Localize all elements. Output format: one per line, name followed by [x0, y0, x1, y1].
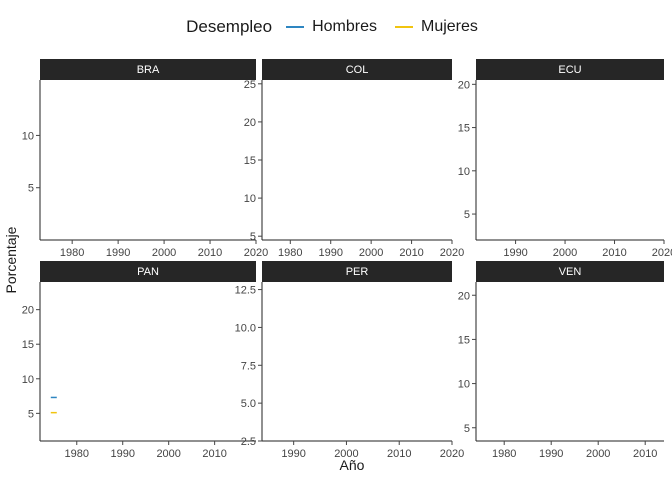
y-tick-label-ecu: 10: [458, 166, 470, 178]
y-tick-label-ven: 20: [458, 290, 470, 302]
legend-item-mujeres: Mujeres: [395, 18, 478, 36]
strip-bra: [40, 59, 256, 80]
y-tick-label-ven: 15: [458, 334, 470, 346]
facet-ven: VEN 5 10 15 20 1980 1990 2000 2010: [458, 261, 664, 460]
x-tick-label-pan: 1980: [65, 448, 89, 460]
strip-ven: [476, 261, 664, 282]
strip-label-bra: BRA: [137, 64, 160, 76]
x-tick-label-per: 1990: [281, 448, 305, 460]
y-tick-label-ecu: 5: [464, 209, 470, 221]
x-tick-label-ven: 2010: [633, 448, 657, 460]
y-tick-label-pan: 20: [22, 305, 34, 317]
x-axis-title: Año: [340, 457, 365, 473]
strip-ecu: [476, 59, 664, 80]
x-tick-label-bra: 1980: [60, 247, 84, 259]
x-tick-label-pan: 1990: [110, 448, 134, 460]
x-tick-label-pan: 2010: [202, 448, 226, 460]
y-tick-label-col: 25: [244, 79, 256, 91]
strip-label-ven: VEN: [559, 266, 582, 278]
y-tick-label-per: 12.5: [235, 285, 256, 297]
x-tick-label-bra: 2000: [152, 247, 176, 259]
strip-label-col: COL: [346, 64, 369, 76]
x-tick-label-ven: 2000: [586, 448, 610, 460]
y-tick-label-per: 5.0: [241, 398, 256, 410]
y-tick-label-per: 7.5: [241, 360, 256, 372]
y-tick-label-ven: 10: [458, 379, 470, 391]
legend-swatch-mujeres: [395, 26, 413, 28]
strip-per: [262, 261, 452, 282]
y-axis-title: Porcentaje: [3, 226, 19, 293]
x-tick-label-bra: 1990: [106, 247, 130, 259]
y-tick-label-pan: 10: [22, 374, 34, 386]
y-tick-label-bra: 10: [22, 130, 34, 142]
y-tick-label-ven: 5: [464, 423, 470, 435]
y-tick-label-col: 10: [244, 193, 256, 205]
x-tick-label-per: 2020: [440, 448, 464, 460]
x-tick-label-per: 2010: [387, 448, 411, 460]
legend-item-hombres: Hombres: [286, 18, 377, 36]
facet-per: PER 2.5 5.0 7.5 10.0 12.5 1990 2000 2010 2020: [235, 261, 464, 460]
x-tick-label-bra: 2010: [198, 247, 222, 259]
y-tick-label-col: 15: [244, 155, 256, 167]
x-tick-label-ecu: 2000: [553, 247, 577, 259]
x-tick-label-col: 2010: [399, 247, 423, 259]
facet-ecu: ECU 5 10 15 20 1990 2000 2010 2020: [458, 59, 672, 259]
x-tick-label-col: 2020: [440, 247, 464, 259]
strip-label-ecu: ECU: [558, 64, 581, 76]
y-tick-label-ecu: 15: [458, 123, 470, 135]
facet-pan: PAN 5 10 15 20 1980 1990 2000 2010: [22, 261, 256, 460]
y-tick-label-pan: 15: [22, 339, 34, 351]
x-tick-label-col: 1990: [318, 247, 342, 259]
x-tick-label-ecu: 2010: [602, 247, 626, 259]
y-tick-label-col: 5: [250, 231, 256, 243]
y-tick-label-per: 10.0: [235, 322, 256, 334]
y-tick-label-bra: 5: [28, 183, 34, 195]
x-tick-label-ven: 1980: [492, 448, 516, 460]
legend-title: Desempleo: [186, 17, 273, 36]
x-tick-label-col: 1980: [278, 247, 302, 259]
x-tick-label-ecu: 1990: [503, 247, 527, 259]
strip-label-pan: PAN: [137, 266, 159, 278]
x-tick-label-ecu: 2020: [652, 247, 672, 259]
y-tick-label-ecu: 20: [458, 79, 470, 91]
x-tick-label-col: 2000: [359, 247, 383, 259]
strip-col: [262, 59, 452, 80]
x-tick-label-per: 2000: [334, 448, 358, 460]
x-tick-label-ven: 1990: [539, 448, 563, 460]
facet-col: COL 5 10 15 20 25 1980 1990 2000 2010 2020: [244, 59, 464, 259]
legend-swatch-hombres: [286, 26, 305, 28]
y-tick-label-pan: 5: [28, 408, 34, 420]
strip-pan: [40, 261, 256, 282]
legend: Desempleo Hombres Mujeres: [0, 14, 672, 40]
x-tick-label-bra: 2020: [244, 247, 268, 259]
x-tick-label-pan: 2000: [156, 448, 180, 460]
y-tick-label-col: 20: [244, 117, 256, 129]
strip-label-per: PER: [346, 266, 369, 278]
y-tick-label-per: 2.5: [241, 436, 256, 448]
legend-label-hombres: Hombres: [312, 18, 377, 35]
legend-label-mujeres: Mujeres: [421, 18, 478, 35]
